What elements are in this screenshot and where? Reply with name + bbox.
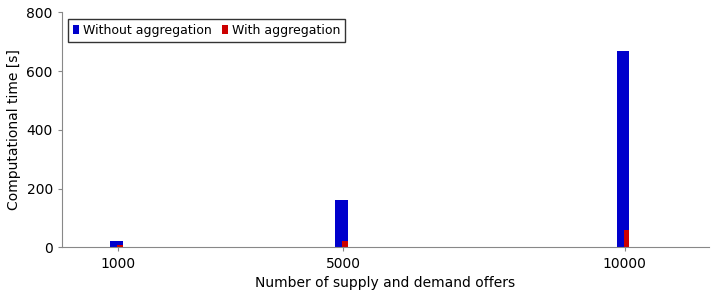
Y-axis label: Computational time [s]: Computational time [s] — [7, 50, 21, 210]
Bar — [616, 50, 629, 247]
X-axis label: Number of supply and demand offers: Number of supply and demand offers — [256, 276, 516, 290]
Legend: Without aggregation, With aggregation: Without aggregation, With aggregation — [68, 19, 345, 42]
Bar — [335, 200, 348, 247]
Bar — [342, 241, 348, 247]
Bar — [110, 241, 122, 247]
Bar — [117, 245, 122, 247]
Bar — [624, 230, 629, 247]
